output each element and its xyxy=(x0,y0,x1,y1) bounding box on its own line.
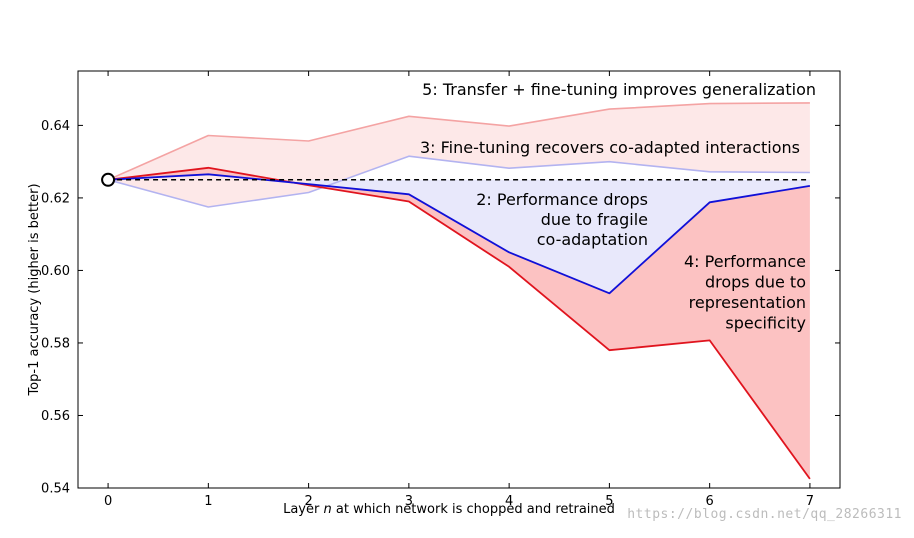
annotation-line: representation xyxy=(689,293,806,312)
annotation-line: drops due to xyxy=(705,273,806,292)
series-lines xyxy=(101,102,811,480)
annotations: 5: Transfer + fine-tuning improves gener… xyxy=(420,80,816,333)
x-tick-label: 4 xyxy=(505,494,513,509)
base-point-marker xyxy=(101,172,116,187)
x-axis-label-prefix: Layer xyxy=(283,502,323,517)
y-tick-label: 0.64 xyxy=(41,119,70,134)
fill-transfer-frozen xyxy=(108,167,810,479)
y-tick-label: 0.54 xyxy=(41,482,70,497)
tick-labels: 0 1 2 3 4 5 6 7 0.54 0.56 0.58 0.60 0.62 0.64 xyxy=(41,119,814,509)
annotation-a4: 4: Performance drops due to representation… xyxy=(684,252,806,333)
annotation-line: co-adaptation xyxy=(537,230,648,249)
annotation-a2: 2: Performance drops due to fragile co-ada… xyxy=(476,190,648,249)
x-tick-label: 7 xyxy=(806,494,814,509)
axis-ticks xyxy=(78,71,840,489)
y-tick-label: 0.58 xyxy=(41,336,70,351)
x-tick-label: 0 xyxy=(104,494,112,509)
line-self-finetune xyxy=(107,155,810,208)
x-tick-label: 6 xyxy=(706,494,714,509)
annotation-line: 2: Performance drops xyxy=(476,190,648,209)
x-axis-label-var: n xyxy=(323,502,331,517)
x-tick-label: 3 xyxy=(405,494,413,509)
x-tick-label: 2 xyxy=(304,494,312,509)
y-tick-label: 0.56 xyxy=(41,409,70,424)
annotation-line: due to fragile xyxy=(541,210,648,229)
annotation-a5: 5: Transfer + fine-tuning improves gener… xyxy=(422,80,816,99)
y-tick-label: 0.60 xyxy=(41,264,70,279)
x-tick-label: 1 xyxy=(204,494,212,509)
annotation-line: 4: Performance xyxy=(684,252,806,271)
plot-frame xyxy=(77,70,841,489)
watermark: https://blog.csdn.net/qq_28266311 xyxy=(627,507,902,522)
annotation-line: 5: Transfer + fine-tuning improves gener… xyxy=(422,80,816,99)
annotation-a3: 3: Fine-tuning recovers co-adapted inter… xyxy=(420,138,800,157)
line-transfer-finetune xyxy=(107,102,810,181)
annotation-line: 3: Fine-tuning recovers co-adapted inter… xyxy=(420,138,800,157)
x-axis-label-suffix: at which network is chopped and retraine… xyxy=(332,502,615,517)
x-tick-label: 5 xyxy=(605,494,613,509)
y-axis-label: Top-1 accuracy (higher is better) xyxy=(27,183,42,396)
line-transfer-frozen xyxy=(107,166,811,480)
x-axis-label: Layer n at which network is chopped and … xyxy=(283,502,615,517)
y-tick-label: 0.62 xyxy=(41,191,70,206)
line-self-frozen xyxy=(108,173,811,295)
annotation-line: specificity xyxy=(725,314,806,333)
